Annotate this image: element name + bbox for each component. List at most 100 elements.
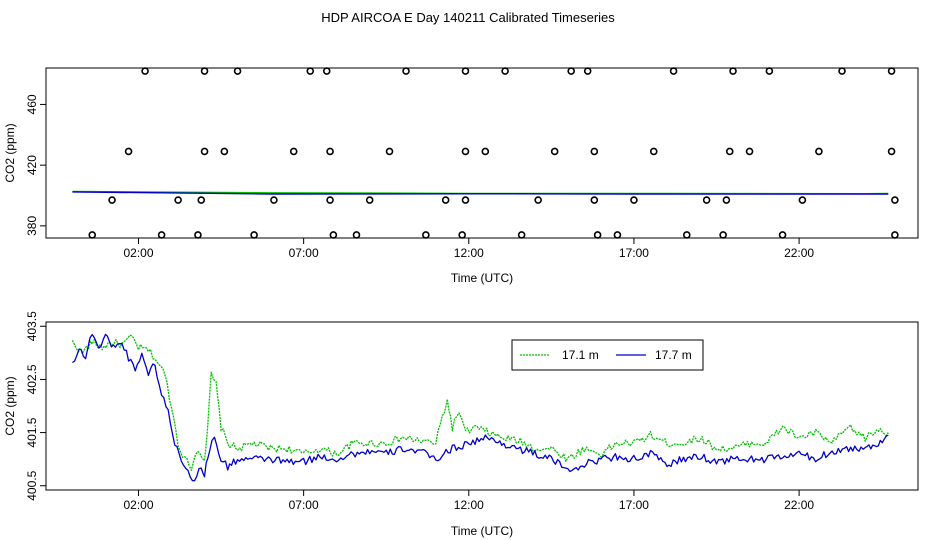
data-point bbox=[124, 147, 133, 156]
data-point bbox=[891, 231, 899, 239]
data-point bbox=[590, 147, 599, 156]
data-point bbox=[329, 231, 338, 239]
legend: 17.1 m 17.7 m bbox=[511, 339, 704, 371]
series-line-blue bbox=[72, 191, 889, 195]
data-point bbox=[141, 67, 149, 75]
top-plot-frame bbox=[45, 67, 919, 239]
data-point bbox=[326, 196, 334, 204]
data-point bbox=[719, 231, 727, 239]
legend-label-17-7m: 17.7 m bbox=[655, 348, 692, 362]
data-point bbox=[567, 67, 575, 75]
x-tick-label: 22:00 bbox=[784, 246, 814, 260]
data-point bbox=[583, 67, 592, 75]
data-point bbox=[200, 67, 209, 75]
data-point bbox=[322, 67, 331, 75]
bottom-x-axis-label: Time (UTC) bbox=[451, 524, 513, 538]
y-tick-label: 420 bbox=[25, 155, 39, 175]
data-point bbox=[233, 67, 242, 75]
data-point bbox=[289, 147, 298, 156]
data-point bbox=[649, 147, 658, 156]
bottom-panel: 02:00 07:00 12:00 17:00 22:00 400.5 401.5 402.… bbox=[3, 311, 919, 538]
x-tick-label: 02:00 bbox=[123, 498, 153, 512]
data-point bbox=[630, 196, 638, 204]
data-point bbox=[745, 147, 754, 156]
data-point bbox=[838, 67, 846, 75]
x-tick-label: 07:00 bbox=[289, 246, 319, 260]
data-point bbox=[174, 196, 182, 204]
data-point bbox=[461, 67, 470, 75]
data-point bbox=[481, 147, 490, 156]
bottom-series-layer bbox=[71, 333, 889, 482]
legend-label-17-1m: 17.1 m bbox=[562, 348, 599, 362]
data-point bbox=[534, 196, 542, 204]
data-point bbox=[270, 196, 278, 204]
data-point bbox=[669, 67, 678, 75]
data-point bbox=[402, 67, 410, 75]
top-y-axis-label: CO2 (ppm) bbox=[3, 123, 17, 182]
data-point bbox=[250, 231, 258, 239]
bottom-y-axis: 400.5 401.5 402.5 403.5 bbox=[25, 311, 46, 501]
series-line-blue bbox=[72, 333, 889, 482]
data-point bbox=[365, 196, 374, 204]
data-point bbox=[326, 147, 334, 156]
bottom-y-axis-label: CO2 (ppm) bbox=[3, 376, 17, 435]
data-point bbox=[441, 196, 450, 204]
data-point bbox=[891, 196, 899, 204]
data-point bbox=[887, 147, 896, 156]
top-x-axis: 02:00 07:00 12:00 17:00 22:00 bbox=[123, 238, 814, 260]
data-point bbox=[593, 231, 602, 239]
top-panel: 02:00 07:00 12:00 17:00 22:00 380 420 460 Time… bbox=[3, 67, 919, 285]
data-point bbox=[157, 231, 166, 239]
x-tick-label: 22:00 bbox=[784, 498, 814, 512]
x-tick-label: 12:00 bbox=[454, 498, 484, 512]
data-point bbox=[461, 147, 470, 156]
data-point bbox=[613, 231, 622, 239]
data-point bbox=[778, 231, 787, 239]
x-tick-label: 17:00 bbox=[619, 246, 649, 260]
data-point bbox=[197, 196, 206, 204]
data-point bbox=[200, 147, 209, 156]
bottom-plot-frame bbox=[45, 321, 919, 491]
series-line-green bbox=[71, 334, 889, 472]
data-point bbox=[590, 196, 599, 204]
x-tick-label: 02:00 bbox=[123, 246, 153, 260]
y-tick-label: 402.5 bbox=[25, 364, 39, 394]
top-series-layer bbox=[72, 190, 889, 195]
data-point bbox=[517, 231, 526, 239]
y-tick-label: 460 bbox=[25, 94, 39, 114]
data-point bbox=[458, 231, 466, 239]
top-y-axis: 380 420 460 bbox=[25, 94, 46, 236]
data-point bbox=[815, 147, 823, 156]
data-point bbox=[765, 67, 774, 75]
data-point bbox=[682, 231, 691, 239]
data-point bbox=[550, 147, 559, 156]
data-point bbox=[461, 196, 470, 204]
y-tick-label: 403.5 bbox=[25, 311, 39, 341]
data-point bbox=[702, 196, 711, 204]
x-tick-label: 17:00 bbox=[619, 498, 649, 512]
data-point bbox=[352, 231, 361, 239]
data-point bbox=[722, 196, 731, 204]
data-point bbox=[422, 231, 430, 239]
legend-box bbox=[511, 339, 704, 371]
data-point bbox=[887, 67, 896, 75]
data-point bbox=[306, 67, 315, 75]
data-point bbox=[220, 147, 229, 156]
figure-title: HDP AIRCOA E Day 140211 Calibrated Times… bbox=[321, 10, 615, 25]
y-tick-label: 380 bbox=[25, 216, 39, 236]
y-tick-label: 401.5 bbox=[25, 417, 39, 447]
top-x-axis-label: Time (UTC) bbox=[451, 271, 513, 285]
data-point bbox=[729, 67, 737, 75]
x-tick-label: 12:00 bbox=[454, 246, 484, 260]
x-tick-label: 07:00 bbox=[289, 498, 319, 512]
data-point bbox=[108, 196, 116, 204]
data-point bbox=[385, 147, 394, 156]
data-point bbox=[88, 231, 97, 239]
data-point bbox=[798, 196, 807, 204]
data-point bbox=[194, 231, 202, 239]
top-points-layer bbox=[88, 67, 899, 239]
data-point bbox=[501, 67, 509, 75]
data-point bbox=[725, 147, 734, 156]
y-tick-label: 400.5 bbox=[25, 470, 39, 500]
